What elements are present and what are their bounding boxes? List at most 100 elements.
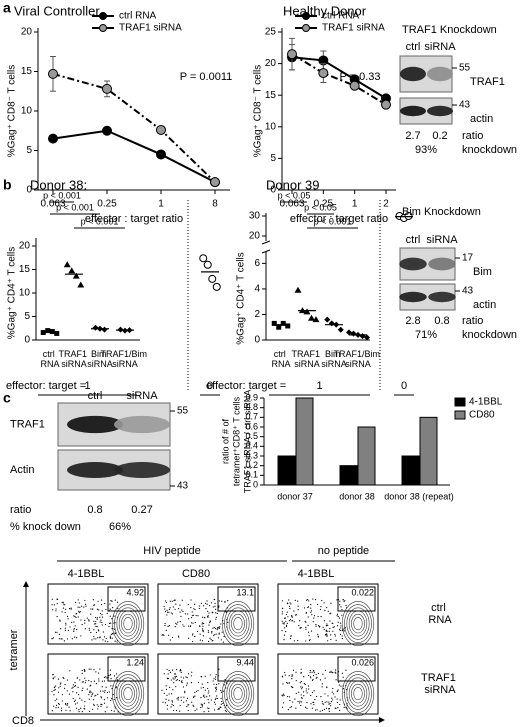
flow-event [326,630,328,633]
flow-event [66,703,69,705]
flow-event [117,711,119,713]
gate [217,586,256,612]
point [271,320,277,326]
flow-event [324,609,326,612]
flow-event [88,668,90,670]
flow-event [180,671,182,674]
flow-event [179,710,181,712]
significance-label: p < 0.001 [81,216,119,226]
flow-event [84,619,86,621]
flow-event [293,621,295,623]
flow-event [179,704,181,707]
flow-event [208,612,210,614]
flow-event [204,675,206,677]
flow-event [328,703,330,705]
flow-event [115,697,118,699]
flow-event [89,691,91,693]
flow-event [207,616,209,618]
flow-event [337,621,339,623]
flow-event [101,703,103,706]
flow-event [310,677,312,679]
y-tick-label: 2 [254,309,260,320]
flow-event [102,639,104,641]
flow-event [78,602,80,604]
column-label: CD80 [182,568,210,580]
flow-event [106,612,108,614]
flow-event [179,621,181,623]
flow-event [204,696,206,698]
flow-event [324,677,326,679]
flow-event [199,625,201,627]
flow-event [312,678,314,681]
flow-event [65,703,67,706]
flow-event [83,707,85,710]
flow-event [68,706,70,708]
flow-event [195,614,197,617]
flow-event [200,706,202,709]
flow-event [105,637,107,640]
flow-event [111,618,113,620]
significance-label: p < 0.05 [304,202,337,212]
flow-event [112,607,114,609]
flow-event [182,624,184,626]
flow-event [339,699,341,701]
flow-event [286,602,289,604]
flow-event [291,615,293,618]
flow-event [335,679,337,681]
flow-event [182,677,185,679]
flow-event [189,625,192,627]
flow-event [194,695,196,697]
flow-event [330,670,332,672]
flow-event [343,707,345,709]
flow-event [282,622,284,624]
flow-event [210,638,212,641]
flow-event [74,699,76,701]
flow-event [194,621,196,624]
flow-event [165,685,167,687]
flow-event [199,605,201,607]
flow-event [167,673,169,675]
flow-contour [341,671,375,717]
flow-contour [114,674,142,713]
flow-event [289,706,291,709]
flow-event [81,669,83,672]
flow-event [220,703,222,705]
flow-event [222,702,224,704]
flow-event [294,698,296,700]
flow-event [76,677,79,679]
effector-value: 1 [84,380,90,392]
flow-event [174,608,176,611]
flow-event [215,608,217,610]
flow-event [52,674,54,676]
lane-label: ctrl [88,390,103,402]
flow-event [164,624,166,627]
flow-event [213,626,215,629]
flow-event [215,683,218,685]
flow-event [169,607,171,609]
flow-event [299,627,301,629]
flow-event [90,631,92,634]
flow-event [214,676,217,678]
blot-band [400,66,426,82]
flow-event [191,611,193,613]
lane-label: siRNA [126,390,158,402]
flow-event [297,605,299,607]
flow-event [184,613,186,615]
flow-event [109,615,111,617]
flow-event [95,638,97,640]
y-tick-label: 10 [21,106,33,117]
flow-event [66,679,69,681]
flow-event [62,607,65,609]
flow-event [51,598,53,600]
flow-event [312,621,314,623]
flow-event [336,615,338,617]
flow-event [57,678,60,680]
y-tick-label: 25 [265,27,277,38]
flow-event [216,628,218,631]
flow-event [184,690,186,692]
flow-event [172,689,174,691]
flow-event [67,618,69,620]
legend-label: ctrl RNA [322,11,360,22]
flow-event [211,630,213,633]
point [381,99,391,110]
